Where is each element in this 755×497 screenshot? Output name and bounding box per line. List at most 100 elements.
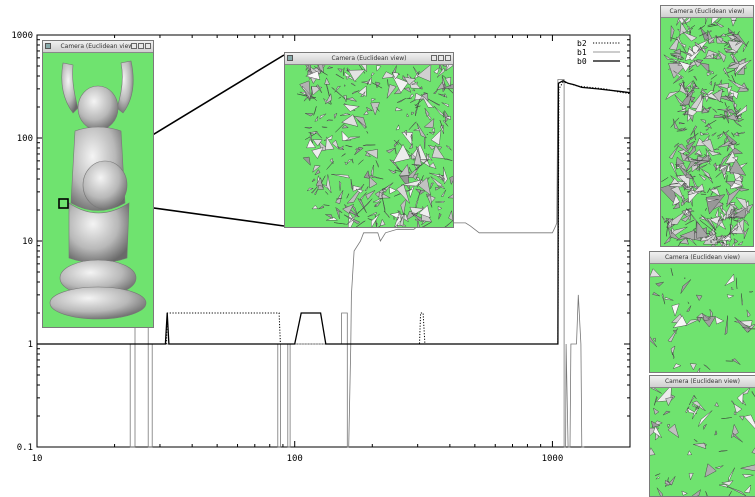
mesh-triangle [705, 208, 706, 211]
mesh-triangle [713, 89, 722, 102]
mesh-triangle [315, 116, 318, 121]
buddha-render-window: Camera (Euclidean view) [42, 40, 154, 328]
mesh-triangle [352, 159, 353, 163]
mesh-triangle [731, 242, 734, 246]
mesh-triangle [662, 216, 666, 222]
mesh-triangle [312, 179, 315, 182]
mesh-triangle [673, 352, 675, 358]
mesh-triangle [343, 68, 344, 76]
mesh-triangle [349, 70, 365, 81]
mesh-triangle [731, 133, 734, 137]
mesh-triangle [315, 131, 321, 138]
mesh-triangle [699, 174, 706, 180]
mesh-triangle [664, 55, 671, 60]
mesh-triangle [336, 74, 344, 79]
mesh-triangle [433, 90, 437, 94]
mesh-triangle [700, 132, 704, 135]
mesh-triangles [650, 388, 755, 496]
mesh-triangle [689, 395, 694, 405]
mesh-triangle [686, 137, 691, 144]
window-icon [45, 43, 51, 49]
mesh-triangle [336, 90, 345, 99]
mesh-triangle [444, 220, 453, 227]
mesh-triangle [688, 490, 700, 496]
mesh-triangle [447, 88, 453, 97]
mesh-triangle [367, 107, 373, 111]
mesh-triangle [682, 491, 688, 495]
mesh-triangle [320, 114, 326, 119]
mesh-triangle [384, 211, 389, 218]
mesh-triangle [432, 128, 435, 133]
mesh-triangle [747, 310, 751, 317]
mesh-triangle [685, 220, 694, 225]
mesh-triangle [734, 411, 736, 414]
mesh-triangle [749, 292, 753, 293]
mesh-triangle [716, 83, 729, 88]
mesh-triangle [351, 83, 355, 86]
mesh-triangle [675, 143, 679, 147]
mesh-triangle [369, 177, 377, 188]
mesh-triangle [387, 79, 388, 86]
mesh-triangle [705, 96, 709, 101]
mesh-triangle [312, 147, 323, 158]
mesh-triangle [732, 20, 736, 21]
mesh-triangle [338, 69, 343, 73]
mesh-triangle [732, 287, 734, 290]
mesh-triangle [344, 104, 360, 111]
mesh-triangle [336, 190, 343, 203]
mesh-triangle [344, 95, 347, 102]
window-title: Camera (Euclidean view) [665, 254, 740, 261]
mesh-triangle [434, 68, 439, 74]
mesh-triangle [445, 77, 451, 86]
window-buttons [431, 55, 451, 61]
mesh-triangle [693, 228, 696, 230]
mesh-triangle [741, 465, 755, 471]
mesh-triangle [706, 129, 709, 131]
mesh-triangle [727, 486, 746, 495]
mesh-triangle [312, 205, 318, 209]
mesh-triangle [443, 167, 447, 184]
mesh-triangle [327, 67, 333, 69]
mesh-triangle [738, 241, 743, 244]
legend-label: b0 [577, 57, 587, 66]
window-titlebar: Camera (Euclidean view) [650, 376, 755, 388]
mesh-triangle [342, 125, 348, 128]
mesh-triangle [393, 144, 410, 162]
mesh-triangle [710, 81, 712, 85]
mesh-triangle [407, 114, 409, 117]
mesh-triangle [325, 78, 330, 85]
mesh-triangle [677, 109, 686, 112]
mesh-triangle [730, 18, 736, 26]
mesh-triangle [347, 194, 349, 199]
mesh-triangle [420, 87, 423, 90]
mesh-triangle [435, 201, 444, 202]
mesh-triangle [714, 186, 721, 189]
mesh-triangle [671, 268, 673, 276]
mesh-triangle [709, 30, 711, 32]
mesh-triangle [345, 145, 352, 147]
mesh-triangle [715, 431, 717, 435]
mesh-triangle [449, 211, 453, 221]
mesh-triangle [442, 103, 449, 107]
mesh-triangle [650, 388, 662, 393]
mesh-triangle [339, 181, 341, 190]
mesh-triangle [700, 63, 709, 73]
mesh-triangle [726, 175, 727, 182]
right-mesh-window-top: Camera (Euclidean view) [660, 5, 754, 247]
mesh-triangle [715, 317, 723, 324]
mesh-triangle [429, 163, 436, 169]
mesh-triangle [681, 279, 691, 293]
mesh-triangle [704, 56, 717, 59]
mesh-triangle [444, 159, 452, 161]
mesh-triangle [365, 186, 368, 190]
mesh-triangle [429, 132, 433, 134]
mesh-triangle [389, 187, 396, 194]
mesh-triangle [315, 170, 320, 175]
mesh-triangle [352, 91, 359, 94]
mesh-triangle [411, 112, 414, 115]
mesh-triangle [725, 316, 728, 335]
mesh-triangle [344, 85, 345, 87]
mesh-triangle [438, 206, 442, 210]
mesh-triangle [734, 107, 738, 111]
mesh-triangle [695, 42, 699, 45]
